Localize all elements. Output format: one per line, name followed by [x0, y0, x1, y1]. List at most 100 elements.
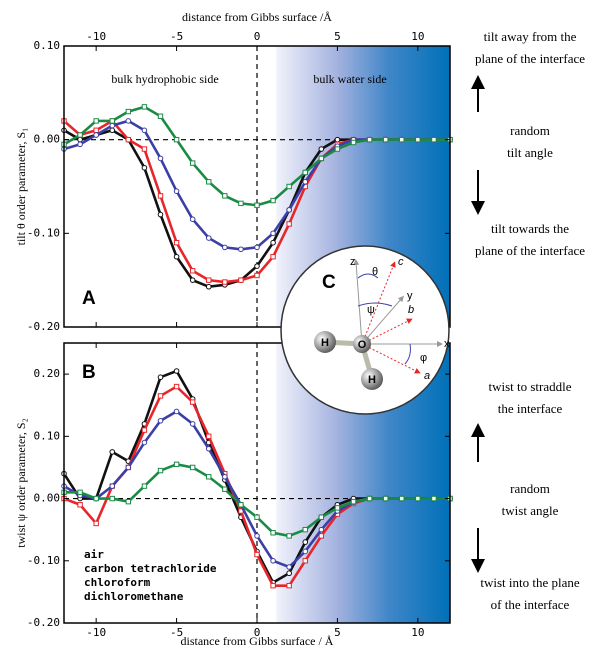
data-point [141, 439, 148, 446]
region-label: bulk hydrophobic side [111, 72, 218, 86]
y-tick-label: 0.00 [34, 133, 61, 146]
data-point [222, 486, 228, 492]
data-point [286, 533, 292, 539]
y-tick-label: -0.10 [27, 226, 60, 239]
inset-circle [280, 245, 450, 415]
legend-entry: chloroform [84, 576, 151, 589]
data-point [141, 127, 148, 134]
data-point [350, 498, 357, 505]
data-point [125, 136, 132, 143]
data-point [141, 164, 148, 171]
data-point [222, 193, 228, 199]
data-point [189, 160, 196, 166]
data-point [302, 548, 309, 555]
data-point [222, 279, 228, 285]
x-tick-label: 0 [254, 626, 261, 639]
data-point [205, 235, 212, 241]
data-point [109, 495, 115, 502]
side-note: plane of the interface [475, 243, 585, 258]
data-point [270, 582, 276, 589]
y-tick-label: -0.10 [27, 554, 60, 567]
panel-label: A [82, 288, 96, 309]
data-point [318, 533, 325, 539]
x-tick-label: -10 [86, 30, 106, 43]
data-point [109, 118, 115, 124]
angle-label: θ [372, 266, 378, 278]
data-point [77, 132, 83, 138]
atom-label: H [368, 374, 376, 386]
data-point [334, 146, 341, 152]
data-point [173, 461, 180, 468]
data-point [205, 283, 212, 290]
data-point [286, 221, 292, 227]
data-point [109, 483, 116, 489]
data-point [238, 277, 244, 283]
vector-label: a [424, 370, 430, 382]
data-point [254, 263, 260, 269]
data-point [254, 533, 260, 539]
panel: 0.10 0.00 -0.10 -0.20 -10 -5 0 5 10 distance from… [14, 10, 453, 333]
data-point [350, 139, 357, 146]
data-point [206, 433, 212, 440]
vector-a [361, 343, 421, 374]
data-point [238, 502, 244, 508]
y-tick-label: 0.10 [34, 39, 61, 52]
side-note: the interface [498, 401, 563, 416]
side-note: tilt towards the [491, 221, 569, 236]
data-point [141, 427, 148, 433]
data-point [157, 467, 164, 474]
data-point [254, 272, 260, 279]
atom [314, 331, 336, 353]
axis-label: x [444, 338, 450, 350]
data-point [125, 498, 132, 505]
data-point [189, 277, 196, 283]
atom [353, 335, 371, 353]
atom-label: H [321, 337, 329, 349]
data-point [125, 108, 132, 115]
atom-label: O [358, 339, 367, 351]
x-tick-label: 5 [334, 626, 341, 639]
data-point [415, 495, 421, 502]
data-point [286, 207, 292, 213]
vector-label: b [408, 304, 414, 316]
data-point [238, 246, 244, 253]
data-point [302, 539, 309, 545]
legend-entry: air [84, 548, 104, 561]
side-note: twist into the plane [480, 575, 580, 590]
data-point [270, 254, 276, 260]
data-point [206, 474, 212, 480]
data-point [302, 526, 308, 533]
x-tick-label: 0 [254, 30, 261, 43]
inset: C z y x c b a θ ψ φ H O H [280, 245, 450, 415]
data-point [238, 200, 244, 207]
side-note: plane of the interface [475, 51, 585, 66]
data-point [270, 557, 276, 564]
data-point [431, 136, 437, 143]
data-point [77, 489, 83, 496]
data-point [173, 383, 180, 390]
data-point [109, 127, 116, 134]
panel-label: B [82, 362, 96, 383]
data-point [173, 136, 180, 143]
data-point [382, 495, 389, 502]
data-point [189, 268, 196, 274]
angle-label: φ [420, 352, 427, 364]
data-point [415, 136, 421, 143]
x-tick-label: 10 [411, 626, 424, 639]
side-note: tilt away from the [484, 29, 577, 44]
atom [361, 368, 383, 390]
data-point [77, 136, 83, 143]
data-point [286, 564, 292, 570]
data-point [157, 193, 164, 199]
data-point [173, 240, 180, 246]
y-axis-label: tilt θ order parameter, S₁ [14, 128, 28, 246]
side-note: random [510, 481, 550, 496]
side-note: random [510, 123, 550, 138]
inset-label: C [322, 272, 336, 293]
data-point [302, 179, 309, 185]
axis-label: z [350, 256, 356, 268]
side-note: twist to straddle [488, 379, 571, 394]
angle-arc [357, 273, 379, 279]
data-point [431, 495, 437, 502]
